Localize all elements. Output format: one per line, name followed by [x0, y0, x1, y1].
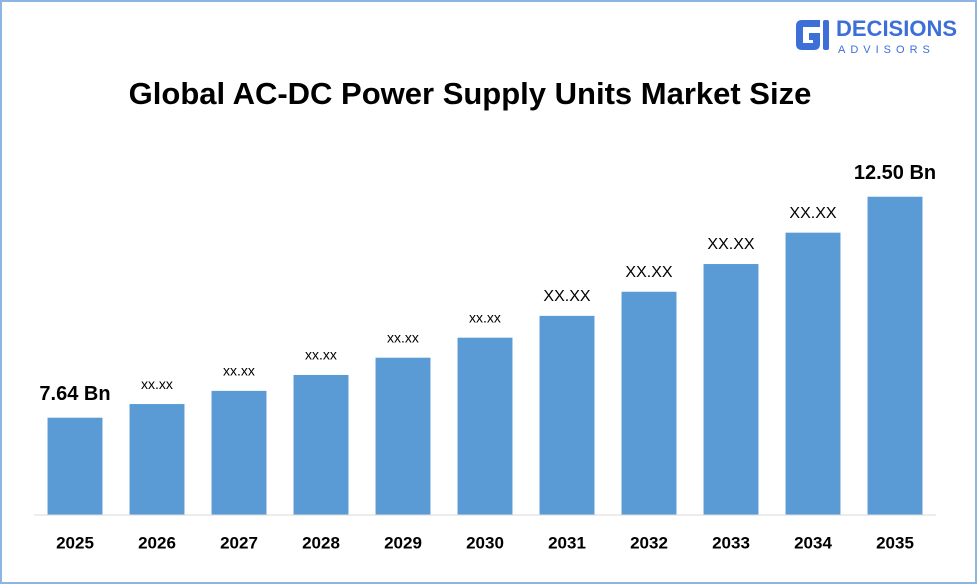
value-label: xx.xx — [305, 347, 337, 363]
bar — [539, 315, 595, 515]
logo-icon-bar — [823, 20, 829, 50]
x-tick-label: 2027 — [220, 533, 258, 552]
bar — [129, 404, 185, 515]
x-tick-label: 2034 — [794, 533, 832, 552]
bar — [457, 337, 513, 515]
value-label: xx.xx — [387, 329, 419, 345]
bar — [375, 357, 431, 515]
value-label: 12.50 Bn — [854, 162, 936, 184]
logo-icon — [796, 20, 820, 50]
x-tick-label: 2026 — [138, 533, 176, 552]
x-tick-label: 2033 — [712, 533, 750, 552]
chart-title: Global AC-DC Power Supply Units Market S… — [129, 76, 812, 111]
bar — [47, 417, 103, 515]
x-tick-label: 2035 — [876, 533, 914, 552]
x-tick-label: 2031 — [548, 533, 586, 552]
bar — [785, 232, 841, 516]
x-tick-label: 2030 — [466, 533, 504, 552]
x-tick-label: 2028 — [302, 533, 340, 552]
value-label: XX.XX — [625, 264, 672, 281]
logo-name: DECISIONS — [836, 16, 957, 41]
bar — [621, 291, 677, 515]
value-label: XX.XX — [789, 205, 836, 222]
logo: DECISIONS ADVISORS — [796, 16, 957, 56]
value-label: 7.64 Bn — [39, 383, 110, 405]
value-label: xx.xx — [141, 376, 173, 392]
bar — [867, 196, 923, 515]
value-label: XX.XX — [543, 288, 590, 305]
logo-tagline: ADVISORS — [838, 44, 935, 56]
x-tick-label: 2032 — [630, 533, 668, 552]
value-label: xx.xx — [223, 363, 255, 379]
bar — [703, 264, 759, 515]
bar — [293, 374, 349, 515]
bar — [211, 390, 267, 515]
x-tick-label: 2029 — [384, 533, 422, 552]
value-label: xx.xx — [469, 309, 501, 325]
value-label: XX.XX — [707, 236, 754, 253]
x-tick-label: 2025 — [56, 533, 94, 552]
